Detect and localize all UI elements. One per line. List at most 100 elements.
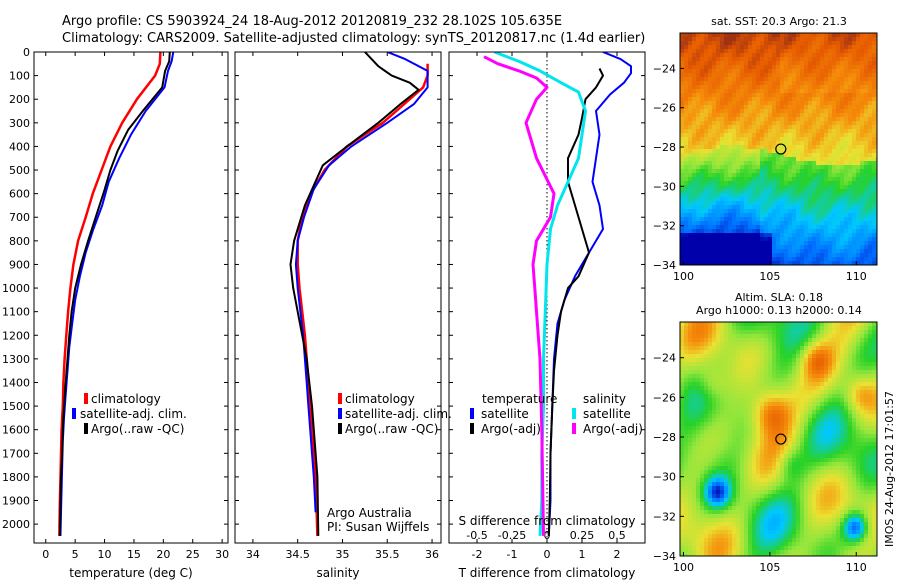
map-cell bbox=[716, 93, 721, 98]
map-cell bbox=[704, 354, 709, 359]
map-cell bbox=[816, 65, 821, 70]
map-cell bbox=[756, 326, 761, 331]
map-cell bbox=[760, 169, 765, 174]
map-cell bbox=[808, 197, 813, 202]
map-cell bbox=[856, 253, 861, 258]
map-cell bbox=[832, 185, 837, 190]
map-cell bbox=[764, 382, 769, 387]
map-cell bbox=[788, 442, 793, 447]
map-cell bbox=[820, 370, 825, 375]
map-cell bbox=[736, 109, 741, 114]
map-cell bbox=[824, 57, 829, 62]
map-cell bbox=[804, 382, 809, 387]
map-cell bbox=[728, 253, 733, 258]
map-cell bbox=[764, 217, 769, 222]
map-cell bbox=[716, 61, 721, 66]
map-cell bbox=[800, 125, 805, 130]
map-cell bbox=[768, 394, 773, 399]
map-cell bbox=[744, 181, 749, 186]
map-cell bbox=[712, 438, 717, 443]
map-cell bbox=[872, 153, 877, 158]
map-cell bbox=[732, 77, 737, 82]
map-cell bbox=[744, 245, 749, 250]
map-cell bbox=[712, 109, 717, 114]
map-cell bbox=[728, 374, 733, 379]
map-cell bbox=[820, 105, 825, 110]
map-cell bbox=[864, 121, 869, 126]
lat-tick-label: −34 bbox=[653, 259, 676, 272]
map-cell bbox=[712, 137, 717, 142]
map-cell bbox=[764, 109, 769, 114]
map-cell bbox=[688, 386, 693, 391]
depth-tick-label: 1500 bbox=[2, 400, 30, 413]
map-cell bbox=[748, 181, 753, 186]
salinity-xtick-label: 34 bbox=[246, 548, 260, 561]
map-cell bbox=[788, 125, 793, 130]
map-cell bbox=[868, 101, 873, 106]
map-cell bbox=[868, 382, 873, 387]
map-cell bbox=[820, 466, 825, 471]
map-cell bbox=[780, 406, 785, 411]
salinity-xtick-label: 35.5 bbox=[375, 548, 400, 561]
map-cell bbox=[772, 458, 777, 463]
map-cell bbox=[684, 418, 689, 423]
map-cell bbox=[736, 93, 741, 98]
map-cell bbox=[684, 45, 689, 50]
map-cell bbox=[756, 358, 761, 363]
map-cell bbox=[744, 378, 749, 383]
map-cell bbox=[724, 41, 729, 46]
map-cell bbox=[872, 446, 877, 451]
map-cell bbox=[732, 366, 737, 371]
map-cell bbox=[844, 33, 849, 38]
map-cell bbox=[836, 165, 841, 170]
map-cell bbox=[840, 326, 845, 331]
series-line-climatology bbox=[296, 63, 429, 536]
map-cell bbox=[792, 141, 797, 146]
map-cell bbox=[740, 213, 745, 218]
map-cell bbox=[872, 73, 877, 78]
map-cell bbox=[728, 418, 733, 423]
map-cell bbox=[808, 217, 813, 222]
map-cell bbox=[752, 161, 757, 166]
map-cell bbox=[764, 73, 769, 78]
map-cell bbox=[724, 394, 729, 399]
map-cell bbox=[740, 233, 745, 238]
map-cell bbox=[808, 462, 813, 467]
map-cell bbox=[800, 85, 805, 90]
map-cell bbox=[808, 249, 813, 254]
map-cell bbox=[760, 402, 765, 407]
map-cell bbox=[864, 338, 869, 343]
map-cell bbox=[860, 69, 865, 74]
map-cell bbox=[752, 366, 757, 371]
map-cell bbox=[856, 394, 861, 399]
map-cell bbox=[836, 217, 841, 222]
map-cell bbox=[800, 173, 805, 178]
difference-xtick-label: 0 bbox=[544, 548, 551, 561]
map-cell bbox=[824, 410, 829, 415]
map-cell bbox=[724, 117, 729, 122]
map-cell bbox=[796, 249, 801, 254]
map-cell bbox=[692, 141, 697, 146]
map-cell bbox=[836, 394, 841, 399]
map-cell bbox=[696, 189, 701, 194]
map-cell bbox=[836, 414, 841, 419]
map-cell bbox=[696, 105, 701, 110]
map-cell bbox=[740, 229, 745, 234]
map-cell bbox=[752, 430, 757, 435]
map-cell bbox=[860, 334, 865, 339]
map-cell bbox=[688, 73, 693, 78]
map-cell bbox=[832, 93, 837, 98]
map-cell bbox=[712, 406, 717, 411]
map-cell bbox=[756, 394, 761, 399]
map-cell bbox=[832, 189, 837, 194]
map-cell bbox=[836, 113, 841, 118]
map-cell bbox=[788, 261, 793, 265]
map-cell bbox=[868, 185, 873, 190]
map-cell bbox=[840, 93, 845, 98]
map-cell bbox=[852, 398, 857, 403]
map-cell bbox=[780, 49, 785, 54]
map-cell bbox=[724, 161, 729, 166]
map-cell bbox=[784, 157, 789, 162]
map-cell bbox=[792, 330, 797, 335]
map-cell bbox=[860, 193, 865, 198]
